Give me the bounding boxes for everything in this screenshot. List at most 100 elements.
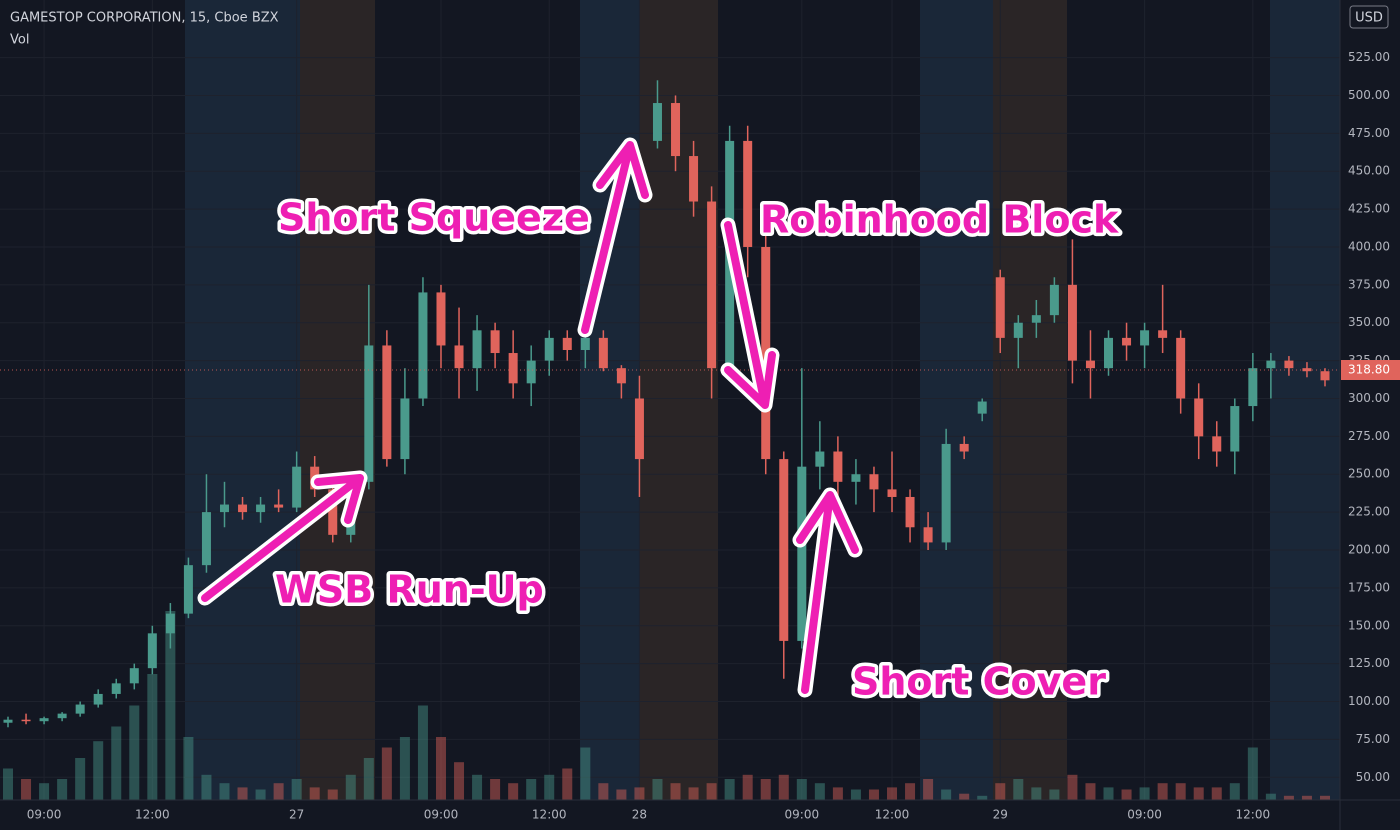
volume-bar	[21, 779, 32, 800]
candle-body	[634, 398, 644, 460]
candle-body	[111, 683, 121, 694]
candle-body	[1194, 398, 1204, 437]
candle-body	[652, 103, 662, 141]
candle-body	[598, 337, 608, 369]
y-tick-label: 400.00	[1348, 239, 1390, 253]
volume-bar	[1211, 787, 1222, 800]
x-tick-label: 12:00	[875, 808, 910, 822]
last-price-tag	[1341, 360, 1400, 380]
y-tick-label: 75.00	[1356, 732, 1390, 746]
volume-bar	[508, 783, 519, 800]
volume-bar	[977, 795, 988, 800]
volume-bar	[490, 779, 501, 800]
volume-bar	[634, 787, 645, 800]
candle-body	[1302, 368, 1312, 372]
candle-body	[490, 330, 500, 354]
candle-body	[1085, 360, 1095, 369]
candle-body	[959, 443, 969, 452]
volume-bar	[291, 779, 302, 800]
candle-body	[1320, 371, 1330, 381]
y-tick-label: 500.00	[1348, 88, 1390, 102]
volume-bar	[309, 787, 320, 800]
volume-bar	[111, 726, 122, 800]
candle-body	[1176, 337, 1186, 399]
y-tick-label: 250.00	[1348, 467, 1390, 481]
candle-body	[400, 398, 410, 460]
candle-body	[201, 512, 211, 566]
volume-bar	[706, 783, 717, 800]
volume-bar	[1121, 789, 1132, 800]
candle-body	[183, 565, 193, 614]
volume-bar	[688, 787, 699, 800]
x-tick-label: 27	[289, 808, 304, 822]
volume-bar	[1067, 774, 1078, 800]
last-price-label: 318.80	[1348, 363, 1390, 377]
volume-bar	[1283, 795, 1294, 800]
y-tick-label: 425.00	[1348, 202, 1390, 216]
candle-body	[1067, 284, 1077, 361]
volume-bar	[219, 783, 230, 800]
candle-body	[1248, 368, 1258, 407]
volume-bar	[1175, 783, 1186, 800]
currency[interactable]: USD	[1355, 11, 1383, 26]
volume-bar	[742, 774, 753, 800]
candle-body	[21, 719, 31, 722]
arrow	[201, 474, 364, 602]
candle-body	[1122, 337, 1132, 346]
volume-bar	[255, 789, 266, 800]
candle-body	[165, 613, 175, 634]
candle-body	[382, 345, 392, 460]
candle-body	[147, 633, 157, 669]
volume-bar	[1157, 783, 1168, 800]
candle-body	[508, 353, 518, 384]
volume-bar	[995, 783, 1006, 800]
volume-bar	[850, 789, 861, 800]
y-tick-label: 350.00	[1348, 315, 1390, 329]
volume-bar	[1049, 789, 1060, 800]
candle-body	[274, 504, 284, 508]
volume-bar	[93, 741, 104, 800]
volume-bar	[580, 747, 591, 800]
volume-bar	[129, 705, 140, 800]
candle-body	[1031, 315, 1041, 323]
volume-bar	[147, 674, 158, 800]
volume-bar	[941, 789, 952, 800]
premarket-band	[1270, 0, 1340, 800]
volume-bars	[3, 611, 1330, 800]
arrow	[724, 221, 776, 409]
volume-label: Vol	[10, 33, 29, 48]
candle-body	[833, 451, 843, 482]
candle-body	[526, 360, 536, 384]
x-tick-label: 29	[993, 808, 1008, 822]
candle-body	[797, 466, 807, 641]
candle-body	[851, 474, 861, 482]
volume-bar	[724, 779, 735, 800]
x-tick-label: 12:00	[532, 808, 567, 822]
x-tick-label: 12:00	[1236, 808, 1271, 822]
currency-box[interactable]	[1349, 5, 1389, 29]
postmarket-band	[300, 0, 375, 800]
volume-bar	[1013, 779, 1024, 800]
y-tick-label: 150.00	[1348, 618, 1390, 632]
candle-body	[93, 693, 103, 705]
y-tick-label: 375.00	[1348, 277, 1390, 291]
y-tick-label: 300.00	[1348, 391, 1390, 405]
volume-bar	[544, 774, 555, 800]
candle-body	[671, 103, 681, 157]
x-tick-label: 09:00	[424, 808, 459, 822]
volume-bar	[905, 783, 916, 800]
volume-bar	[381, 747, 392, 800]
y-tick-label: 225.00	[1348, 505, 1390, 519]
volume-bar	[399, 737, 410, 800]
volume-bar	[57, 779, 68, 800]
volume-bar	[327, 789, 338, 800]
volume-bar	[652, 779, 663, 800]
y-tick-label: 525.00	[1348, 50, 1390, 64]
volume-bar	[796, 779, 807, 800]
volume-bar	[670, 783, 681, 800]
volume-bar	[201, 774, 212, 800]
candle-body	[1013, 322, 1023, 338]
candle-body	[1049, 284, 1059, 316]
volume-bar	[832, 787, 843, 800]
